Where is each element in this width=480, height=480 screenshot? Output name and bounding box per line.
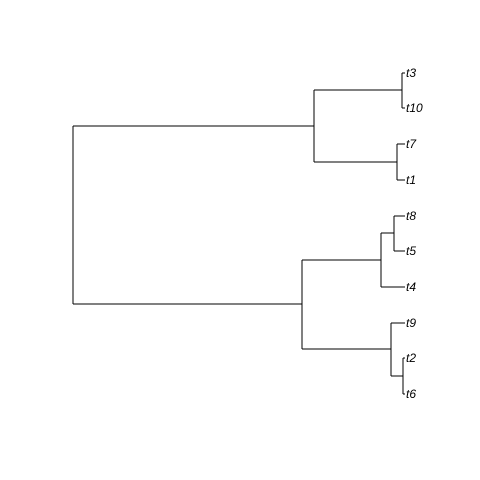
tip-label-t8: t8 [406,209,416,223]
tip-label-t9: t9 [406,316,416,330]
tip-label-t4: t4 [406,280,416,294]
tip-label-t2: t2 [406,351,416,365]
tip-label-t10: t10 [406,101,423,115]
tip-label-t3: t3 [406,66,416,80]
tip-label-t1: t1 [406,173,416,187]
tree-branches [72,72,405,395]
tip-label-t5: t5 [406,244,416,258]
tip-label-t7: t7 [406,137,417,151]
tip-label-t6: t6 [406,387,416,401]
